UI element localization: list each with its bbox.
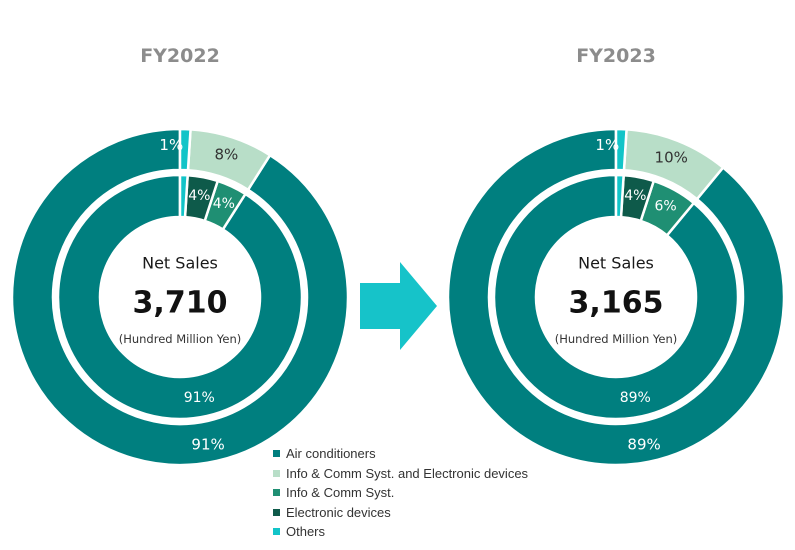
legend-swatch bbox=[273, 489, 280, 497]
legend-label: Info & Comm Syst. and Electronic devices bbox=[286, 465, 529, 481]
legend-item-electronic-devices: Electronic devices bbox=[273, 503, 528, 523]
outer-label-air-conditioners: 89% bbox=[627, 435, 660, 453]
legend-swatch bbox=[273, 508, 280, 516]
outer-slice-others bbox=[614, 127, 628, 172]
legend-swatch bbox=[273, 528, 280, 536]
inner-label-air-conditioners: 91% bbox=[184, 390, 215, 406]
inner-slice-others bbox=[614, 173, 625, 219]
arrow-right-icon bbox=[360, 262, 437, 350]
legend-item-others: Others bbox=[273, 522, 528, 542]
donut-hole bbox=[537, 218, 695, 376]
outer-slice-air-conditioners bbox=[446, 127, 786, 467]
unit-label: (Hundred Million Yen) bbox=[555, 332, 678, 346]
chart-fy2022: FY2022 91% 8% 1% 91% 4%4% Net Sales 3,710 (Hundr… bbox=[10, 45, 350, 467]
center-label: Net Sales bbox=[142, 254, 218, 273]
chart-title: FY2023 bbox=[576, 45, 656, 67]
chart-fy2023: FY2023 89% 10% 1% 89% 6% 4% Net Sales 3,165 (Hund… bbox=[446, 45, 786, 467]
legend: Air conditioners Info & Comm Syst. and E… bbox=[273, 444, 528, 542]
outer-label-others: 1% bbox=[159, 136, 183, 154]
outer-label-others: 1% bbox=[595, 136, 619, 154]
net-sales-total: 3,710 bbox=[133, 286, 228, 321]
outer-label-info-comm-syst-and-electronic-devices: 8% bbox=[214, 145, 238, 163]
outer-slice-others bbox=[178, 127, 192, 172]
inner-label-air-conditioners: 89% bbox=[620, 390, 651, 406]
inner-label-electronic-devices: 4% bbox=[624, 188, 646, 204]
legend-item-air-conditioners: Air conditioners bbox=[273, 444, 528, 464]
outer-label-info-comm-syst-and-electronic-devices: 10% bbox=[655, 149, 688, 167]
chart-title: FY2022 bbox=[140, 45, 220, 67]
legend-label: Others bbox=[286, 524, 326, 540]
inner-label-info-comm-syst: 4% bbox=[213, 196, 235, 212]
legend-item-info-comm: Info & Comm Syst. bbox=[273, 483, 528, 503]
legend-label: Electronic devices bbox=[286, 504, 391, 520]
legend-item-info-comm-electronic: Info & Comm Syst. and Electronic devices bbox=[273, 464, 528, 484]
inner-slice-others bbox=[178, 173, 189, 219]
outer-slice-info-comm-syst-and-electronic-devices bbox=[622, 128, 725, 201]
inner-slice-air-conditioners bbox=[56, 173, 304, 421]
inner-slice-electronic-devices bbox=[619, 173, 656, 223]
legend-label: Air conditioners bbox=[286, 446, 376, 462]
legend-swatch bbox=[273, 469, 280, 477]
inner-slice-electronic-devices bbox=[183, 173, 220, 223]
unit-label: (Hundred Million Yen) bbox=[119, 332, 242, 346]
outer-label-air-conditioners: 91% bbox=[191, 435, 224, 453]
legend-swatch bbox=[273, 450, 280, 458]
inner-label-electronic-devices: 4% bbox=[188, 188, 210, 204]
net-sales-total: 3,165 bbox=[569, 286, 664, 321]
center-label: Net Sales bbox=[578, 254, 654, 273]
inner-slice-info-comm-syst bbox=[639, 179, 696, 238]
outer-slice-info-comm-syst-and-electronic-devices bbox=[186, 128, 272, 192]
inner-slice-air-conditioners bbox=[492, 173, 740, 421]
inner-label-info-comm-syst: 6% bbox=[655, 199, 677, 215]
donut-hole bbox=[101, 218, 259, 376]
legend-label: Info & Comm Syst. bbox=[286, 485, 395, 501]
outer-slice-air-conditioners bbox=[10, 127, 350, 467]
